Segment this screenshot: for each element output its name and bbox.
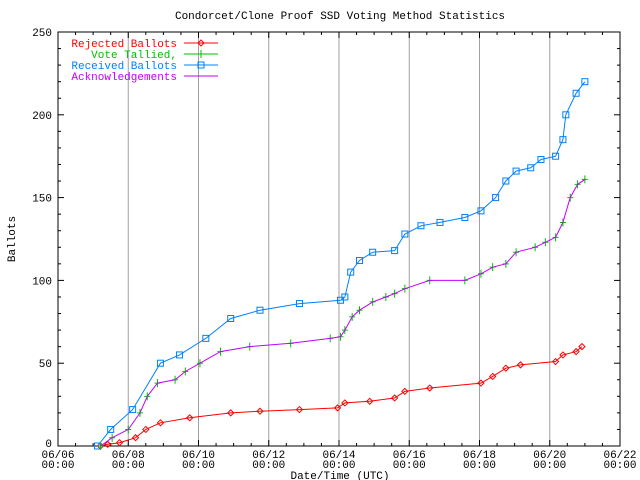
- y-tick-label: 150: [32, 194, 52, 206]
- x-tick-label: 06/08: [112, 450, 145, 462]
- x-tick-label: 00:00: [252, 460, 285, 472]
- diamond-marker: [142, 425, 150, 434]
- square-marker: [355, 257, 363, 265]
- x-tick-label: 06/06: [41, 450, 74, 462]
- x-tick-label: 00:00: [533, 460, 566, 472]
- diamond-marker: [559, 351, 567, 359]
- square-marker: [197, 61, 205, 69]
- square-marker: [581, 78, 589, 86]
- x-tick-label: 00:00: [603, 460, 636, 472]
- square-marker: [572, 89, 580, 97]
- square-marker: [417, 222, 425, 230]
- x-axis-label: Date/Time (UTC): [290, 471, 389, 480]
- square-marker: [512, 167, 520, 175]
- series-line: [97, 81, 586, 447]
- x-tick-label: 00:00: [322, 460, 355, 472]
- x-tick-label: 00:00: [393, 460, 426, 472]
- square-marker: [129, 406, 137, 414]
- diamond-marker: [295, 405, 304, 414]
- diamond-marker: [115, 438, 124, 447]
- diamond-marker: [104, 440, 112, 449]
- square-marker: [369, 248, 377, 256]
- square-marker: [391, 247, 399, 255]
- legend-label: Vote Tallied,: [91, 50, 177, 62]
- diamond-marker: [477, 379, 485, 387]
- square-marker: [256, 306, 264, 314]
- square-marker: [295, 300, 303, 308]
- series-acknowledgements: [100, 178, 586, 447]
- diamond-marker: [333, 404, 342, 412]
- diamond-marker: [551, 357, 560, 366]
- diamond-marker: [401, 387, 409, 396]
- series-line: [100, 178, 586, 447]
- square-marker: [527, 164, 535, 172]
- series-received-ballots: [94, 78, 589, 450]
- diamond-marker: [341, 399, 349, 407]
- y-tick-label: 250: [32, 28, 52, 40]
- x-tick-label: 00:00: [463, 460, 496, 472]
- square-marker: [492, 194, 500, 202]
- x-tick-label: 06/12: [252, 450, 285, 462]
- legend-label: Rejected Ballots: [71, 39, 177, 51]
- square-marker: [477, 207, 485, 215]
- diamond-marker: [186, 414, 194, 422]
- x-tick-label: 00:00: [112, 460, 145, 472]
- diamond-marker: [197, 39, 205, 47]
- square-marker: [537, 156, 545, 164]
- square-marker: [401, 230, 409, 238]
- axes: 06/0600:0006/0800:0006/1000:0006/1200:00…: [32, 28, 636, 472]
- x-tick-label: 00:00: [41, 460, 74, 472]
- diamond-marker: [131, 434, 140, 442]
- x-tick-label: 00:00: [182, 460, 215, 472]
- diamond-marker: [226, 409, 235, 417]
- series-vote-tallied: [97, 175, 588, 450]
- plot-frame: [57, 31, 621, 447]
- diamond-marker: [256, 407, 264, 415]
- square-marker: [502, 177, 510, 185]
- square-marker: [156, 359, 164, 367]
- square-marker: [436, 218, 444, 226]
- x-tick-label: 06/20: [533, 450, 566, 462]
- square-marker: [347, 268, 355, 276]
- chart-title: Condorcet/Clone Proof SSD Voting Method …: [175, 11, 505, 23]
- square-marker: [461, 213, 469, 221]
- y-tick-label: 0: [45, 439, 52, 451]
- legend-label: Received Ballots: [71, 61, 177, 73]
- diamond-marker: [516, 361, 525, 369]
- y-tick-label: 200: [32, 111, 52, 123]
- square-marker: [227, 314, 235, 322]
- legend-label: Acknowledgements: [71, 72, 177, 84]
- x-tick-label: 06/18: [463, 450, 496, 462]
- diamond-marker: [488, 372, 497, 381]
- diamond-marker: [390, 394, 399, 402]
- x-tick-label: 06/14: [322, 450, 355, 462]
- plus-marker: [198, 50, 204, 58]
- square-marker: [552, 152, 560, 160]
- square-marker: [562, 111, 570, 119]
- series-group: [94, 78, 589, 450]
- y-axis-label: Ballots: [7, 216, 19, 262]
- square-marker: [175, 351, 183, 359]
- series-rejected-ballots: [96, 342, 586, 450]
- square-marker: [559, 136, 567, 144]
- x-tick-label: 06/22: [603, 450, 636, 462]
- diamond-marker: [572, 347, 580, 356]
- diamond-marker: [156, 419, 165, 427]
- square-marker: [107, 425, 115, 433]
- x-tick-label: 06/10: [182, 450, 215, 462]
- series-line: [100, 346, 583, 447]
- square-marker: [202, 334, 210, 342]
- diamond-marker: [426, 384, 434, 392]
- y-tick-label: 50: [39, 359, 52, 371]
- diamond-marker: [366, 397, 374, 405]
- square-marker: [341, 293, 349, 301]
- grid: [127, 32, 551, 446]
- x-tick-label: 06/16: [393, 450, 426, 462]
- diamond-marker: [578, 342, 586, 351]
- y-tick-label: 100: [32, 276, 52, 288]
- diamond-marker: [502, 364, 510, 372]
